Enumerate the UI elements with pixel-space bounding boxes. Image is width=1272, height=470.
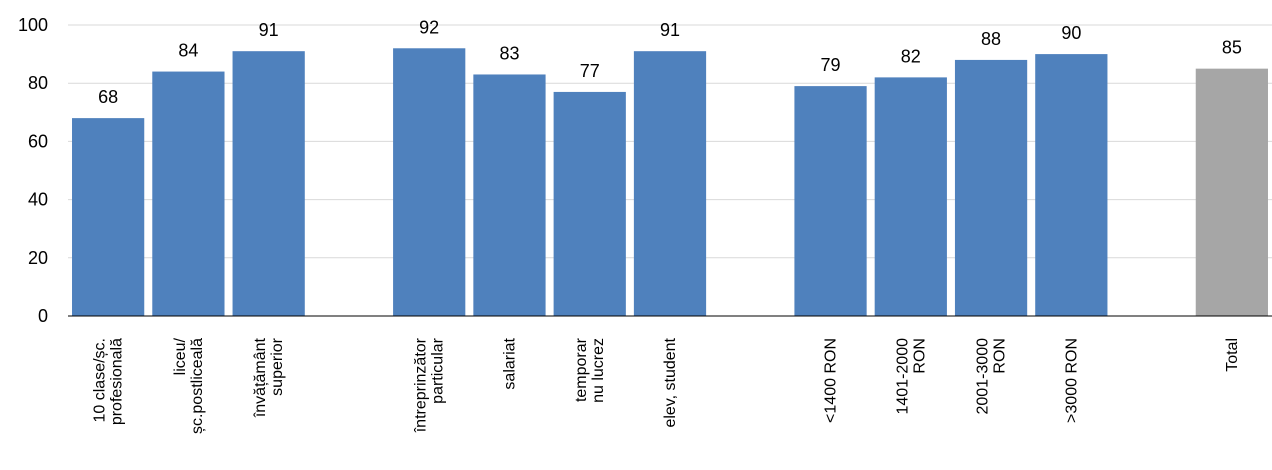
- data-label: 84: [178, 41, 198, 61]
- x-tick-label: 1401-2000 RON: [894, 338, 928, 415]
- data-label: 82: [901, 46, 921, 66]
- data-label: 91: [660, 20, 680, 40]
- bar: [393, 48, 466, 316]
- x-tick-label: 2001-3000 RON: [975, 338, 1009, 415]
- x-tick-label: învățământ superior: [252, 337, 286, 418]
- x-tick-label-line: învățământ: [252, 337, 269, 418]
- data-label: 91: [259, 20, 279, 40]
- y-axis-ticks: 0 20 40 60 80 100: [18, 15, 48, 326]
- bar: [794, 86, 867, 316]
- x-tick-label: 10 clase/șc. profesională: [92, 338, 126, 425]
- x-tick-label-line: Total: [1224, 338, 1241, 372]
- data-label: 88: [981, 29, 1001, 49]
- bar: [473, 74, 546, 316]
- y-tick-label: 0: [38, 306, 48, 326]
- x-tick-label-line: nu lucrez: [590, 338, 607, 403]
- x-tick-label-line: profesională: [109, 338, 126, 425]
- x-tick-label: liceu/șc.postliceală: [172, 337, 206, 434]
- x-tick-label-line: <1400 RON: [823, 338, 840, 423]
- bars: [72, 48, 1268, 317]
- x-tick-label: întreprinzător particular: [413, 337, 447, 433]
- y-tick-label: 20: [28, 248, 48, 268]
- y-tick-label: 80: [28, 73, 48, 93]
- x-tick-label-line: RON: [911, 338, 928, 374]
- x-tick-label: salariat: [501, 337, 518, 389]
- x-tick-label: Total: [1224, 338, 1241, 372]
- y-tick-label: 60: [28, 131, 48, 151]
- x-tick-label-line: >3000 RON: [1063, 338, 1080, 423]
- data-label: 79: [821, 55, 841, 75]
- data-labels: 68 84 91 92 83 77 91 79 82 88 90 85: [98, 17, 1242, 107]
- x-tick-label-line: liceu/: [172, 337, 189, 375]
- x-tick-label-line: 10 clase/șc.: [92, 338, 109, 422]
- bar: [1195, 68, 1268, 317]
- x-tick-label: temporar nu lucrez: [573, 337, 607, 403]
- x-tick-label: >3000 RON: [1063, 338, 1080, 423]
- x-tick-label-line: superior: [269, 337, 286, 395]
- bar: [1035, 54, 1108, 316]
- bar: [954, 59, 1028, 317]
- x-tick-label-line: elev, student: [662, 337, 679, 427]
- bar: [553, 91, 626, 317]
- data-label: 68: [98, 87, 118, 107]
- bar: [232, 51, 305, 316]
- x-tick-label-line: 2001-3000: [975, 338, 992, 415]
- data-label: 83: [499, 43, 519, 63]
- x-tick-label-line: temporar: [573, 337, 590, 402]
- x-tick-label-line: salariat: [501, 337, 518, 389]
- x-tick-label-line: întreprinzător: [413, 337, 430, 433]
- data-label: 90: [1061, 23, 1081, 43]
- y-tick-label: 100: [18, 15, 48, 35]
- bar: [633, 51, 707, 316]
- data-label: 77: [580, 61, 600, 81]
- x-tick-label-line: șc.postliceală: [189, 338, 206, 434]
- x-tick-label: elev, student: [662, 337, 679, 427]
- data-label: 85: [1222, 38, 1242, 58]
- x-tick-label-line: 1401-2000: [894, 338, 911, 415]
- data-label: 92: [419, 17, 439, 37]
- x-tick-label-line: RON: [992, 338, 1009, 374]
- bar: [874, 77, 947, 316]
- bar: [152, 71, 225, 316]
- x-axis-labels: 10 clase/șc. profesională liceu/șc.postlic…: [92, 337, 1241, 434]
- y-tick-label: 40: [28, 190, 48, 210]
- x-tick-label-line: particular: [430, 337, 447, 403]
- x-tick-label: <1400 RON: [823, 338, 840, 423]
- bar: [72, 118, 145, 317]
